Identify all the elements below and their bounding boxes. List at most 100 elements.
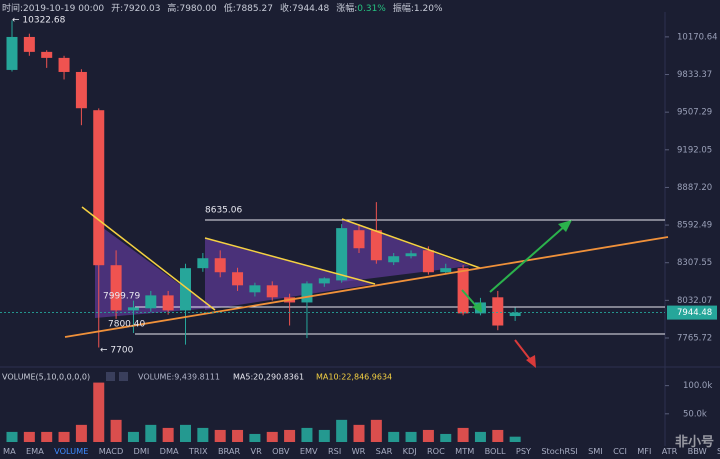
volume-title: VOLUME(5,10,0,0,0,0) bbox=[2, 373, 90, 382]
y-tick-label: 9833.37 bbox=[677, 70, 712, 80]
y-tick-label: 50.0k bbox=[683, 409, 707, 419]
annotation: 8635.06 bbox=[205, 206, 242, 216]
legend-item: MA10:22,846.9634 bbox=[316, 373, 392, 382]
volume-bar bbox=[440, 433, 452, 442]
volume-bar bbox=[336, 419, 348, 442]
trend-line bbox=[341, 218, 481, 269]
indicator-tab[interactable]: BRAR bbox=[217, 446, 241, 456]
indicator-tab[interactable]: StochRSI bbox=[541, 446, 578, 456]
support-line bbox=[64, 236, 669, 338]
info-label: 振幅: bbox=[392, 4, 414, 14]
indicator-tab[interactable]: EMA bbox=[25, 446, 44, 456]
info-bar: 时间:2019-10-19 00:00 开:7920.03 高:7980.00 低:7… bbox=[2, 1, 443, 14]
indicator-tab[interactable]: WR bbox=[351, 446, 366, 456]
indicator-tab[interactable]: CCI bbox=[613, 446, 627, 456]
triangle-fill bbox=[205, 238, 375, 310]
candle-body bbox=[249, 285, 261, 293]
candle-body bbox=[492, 297, 504, 326]
y-tick-label: 100.0k bbox=[683, 381, 712, 391]
annotation: 7999.79 bbox=[103, 292, 140, 302]
indicator-tab[interactable]: VR bbox=[250, 446, 262, 456]
close-icon[interactable] bbox=[119, 372, 128, 381]
volume-bar bbox=[197, 427, 209, 442]
indicator-tab[interactable]: DMI bbox=[133, 446, 150, 456]
indicator-tab[interactable]: MFI bbox=[637, 446, 652, 456]
candle-body bbox=[145, 295, 157, 309]
candle-body bbox=[162, 295, 174, 311]
volume-bar bbox=[301, 427, 313, 442]
info-item: 收:7944.48 bbox=[280, 1, 329, 14]
indicator-tab[interactable]: VOLUME bbox=[54, 446, 89, 456]
volume-bar bbox=[284, 429, 296, 442]
indicator-tab[interactable]: MA bbox=[3, 446, 16, 456]
info-value: 7944.48 bbox=[292, 4, 330, 14]
settings-icon[interactable] bbox=[106, 372, 115, 381]
candle-body bbox=[301, 283, 313, 303]
candle-body bbox=[405, 253, 417, 257]
indicator-tab[interactable]: BOLL bbox=[484, 446, 506, 456]
info-label: 时间: bbox=[2, 4, 24, 14]
indicator-tab[interactable]: RSI bbox=[327, 446, 342, 456]
volume-bar bbox=[110, 419, 122, 442]
volume-bar bbox=[249, 433, 261, 442]
watermark: 非小号 bbox=[674, 435, 714, 450]
volume-bar bbox=[93, 382, 105, 442]
candle-body bbox=[180, 268, 191, 311]
indicator-tab[interactable]: SAR bbox=[375, 446, 393, 456]
candle-body bbox=[6, 36, 18, 70]
trend-lines bbox=[64, 206, 669, 368]
info-label: 开: bbox=[111, 4, 124, 14]
info-item: 低:7885.27 bbox=[224, 1, 273, 14]
volume-bar bbox=[492, 429, 504, 442]
indicator-tab[interactable]: MTM bbox=[455, 446, 475, 456]
info-value: 2019-10-19 00:00 bbox=[23, 4, 105, 14]
indicator-tab[interactable]: DMA bbox=[159, 446, 179, 456]
indicator-tab[interactable]: MACD bbox=[98, 446, 124, 456]
arrow-head bbox=[472, 302, 482, 313]
arrow bbox=[489, 224, 567, 293]
candle-body bbox=[110, 265, 122, 311]
annotation: 7800.40 bbox=[108, 320, 145, 330]
volume-bar bbox=[474, 431, 486, 442]
indicator-tabs: MA EMA VOLUME MACD DMI DMA TRIX BRAR VR OBV EMV RSI… bbox=[3, 446, 720, 459]
volume-bar bbox=[353, 424, 365, 442]
indicator-tab[interactable]: TRIX bbox=[188, 446, 208, 456]
candle-body bbox=[41, 51, 53, 58]
indicator-tab[interactable]: KDJ bbox=[402, 446, 417, 456]
annotation: ← 7700 bbox=[100, 346, 134, 356]
indicator-tab[interactable]: ROC bbox=[426, 446, 445, 456]
indicator-tab[interactable]: EMV bbox=[299, 446, 318, 456]
candle-body bbox=[318, 278, 330, 284]
info-value: 7885.27 bbox=[235, 4, 273, 14]
candle-body bbox=[440, 268, 452, 273]
volume-bar bbox=[23, 431, 35, 442]
volume-bar bbox=[180, 424, 191, 442]
info-value: 0.31% bbox=[357, 4, 386, 14]
info-item: 开:7920.03 bbox=[111, 1, 160, 14]
candle-body bbox=[75, 71, 87, 109]
info-label: 收: bbox=[279, 4, 292, 14]
candle-body bbox=[197, 258, 209, 269]
volume-bar bbox=[388, 431, 400, 442]
indicator-tab[interactable]: BBW bbox=[687, 446, 707, 456]
volume-bar bbox=[75, 424, 87, 442]
indicator-tab[interactable]: OBV bbox=[272, 446, 290, 456]
volume-bar bbox=[509, 436, 521, 442]
indicator-tab[interactable]: SMI bbox=[588, 446, 603, 456]
indicator-tab[interactable]: PSY bbox=[515, 446, 532, 456]
volume-bar bbox=[162, 427, 174, 442]
info-item: 振幅:1.20% bbox=[393, 1, 443, 14]
candle-body bbox=[93, 110, 105, 266]
candles bbox=[6, 20, 521, 348]
candle-body bbox=[388, 256, 400, 263]
y-tick-label: 7765.72 bbox=[677, 333, 712, 343]
last-price-label: 7944.48 bbox=[677, 308, 712, 318]
info-value: 1.20% bbox=[413, 4, 443, 14]
trend-line bbox=[81, 206, 216, 311]
info-value: 7920.03 bbox=[123, 4, 161, 14]
indicator-tab[interactable]: ATR bbox=[661, 446, 678, 456]
indicator-tab[interactable]: SKDJ bbox=[717, 446, 720, 456]
volume-bar bbox=[214, 429, 226, 442]
annotation: ← 10322.68 bbox=[12, 16, 66, 26]
candle-body bbox=[353, 230, 365, 249]
